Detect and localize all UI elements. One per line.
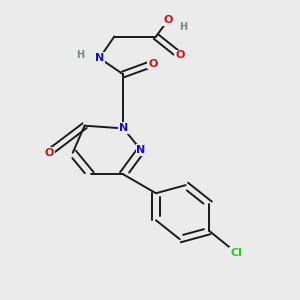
Text: O: O bbox=[148, 58, 158, 68]
Text: O: O bbox=[163, 15, 172, 25]
Text: H: H bbox=[178, 22, 187, 32]
Text: Cl: Cl bbox=[230, 248, 242, 258]
Text: N: N bbox=[118, 123, 128, 134]
Text: N: N bbox=[136, 145, 146, 155]
Text: O: O bbox=[44, 148, 54, 158]
Text: H: H bbox=[76, 50, 84, 60]
Text: N: N bbox=[95, 53, 104, 63]
Text: O: O bbox=[175, 50, 184, 60]
